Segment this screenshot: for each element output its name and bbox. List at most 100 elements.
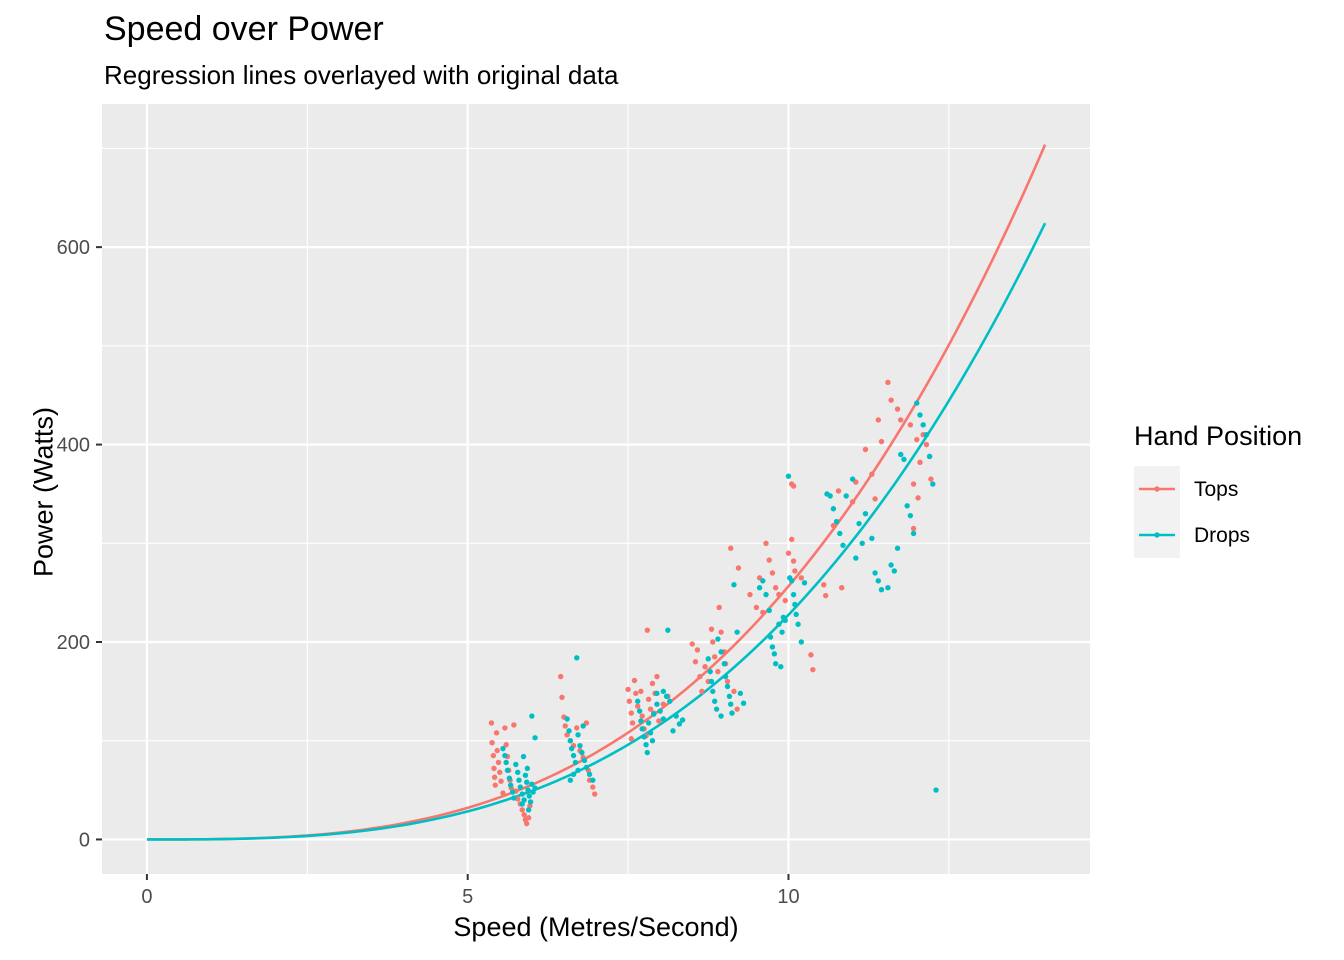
point-tops (763, 540, 769, 546)
point-drops (790, 591, 797, 598)
point-tops (491, 765, 497, 772)
point-drops (532, 735, 538, 741)
point-tops (728, 545, 734, 551)
point-drops (779, 629, 785, 635)
chart-subtitle: Regression lines overlayed with original… (104, 60, 619, 90)
point-tops (574, 725, 580, 731)
point-tops (915, 495, 921, 501)
point-drops (577, 742, 583, 749)
point-tops (497, 769, 503, 776)
point-drops (506, 775, 513, 781)
point-tops (734, 706, 740, 712)
point-drops (859, 540, 865, 546)
point-tops (498, 778, 504, 784)
point-drops (901, 456, 907, 463)
point-drops (657, 708, 663, 714)
point-drops (570, 752, 577, 759)
point-drops (878, 586, 885, 593)
point-drops (718, 649, 724, 655)
point-drops (676, 721, 683, 727)
point-drops (516, 777, 522, 783)
point-drops (792, 601, 798, 608)
point-drops (763, 591, 769, 598)
y-tick-label: 200 (57, 632, 90, 654)
point-drops (579, 749, 585, 756)
point-tops (830, 522, 837, 529)
point-tops (875, 417, 881, 423)
point-drops (665, 627, 671, 633)
point-tops (718, 629, 724, 635)
point-drops (522, 772, 529, 778)
point-drops (525, 787, 531, 793)
point-drops (568, 745, 575, 752)
y-tick-label: 600 (57, 237, 90, 259)
point-drops (711, 698, 718, 704)
point-drops (910, 530, 917, 537)
point-tops (562, 723, 568, 729)
point-tops (772, 585, 779, 591)
x-tick-label: 5 (462, 886, 473, 908)
point-tops (735, 565, 742, 571)
point-tops (724, 678, 731, 685)
point-tops (885, 379, 891, 386)
point-tops (711, 654, 718, 660)
legend-point-tops (1154, 486, 1160, 492)
point-drops (527, 799, 534, 805)
point-tops (710, 639, 716, 645)
point-drops (856, 520, 862, 527)
point-tops (647, 706, 654, 712)
point-tops (898, 417, 904, 423)
point-tops (782, 597, 788, 604)
point-tops (692, 659, 699, 665)
point-tops (631, 677, 638, 684)
y-tick-label: 0 (79, 829, 90, 851)
point-tops (910, 525, 917, 532)
point-tops (503, 741, 509, 748)
point-drops (651, 711, 657, 717)
point-tops (694, 647, 701, 653)
point-drops (933, 787, 939, 793)
point-drops (644, 749, 651, 756)
point-drops (575, 732, 581, 738)
point-drops (574, 655, 580, 661)
point-tops (790, 558, 797, 564)
point-drops (679, 717, 686, 723)
point-drops (760, 578, 766, 584)
point-tops (644, 627, 651, 633)
point-drops (914, 400, 920, 406)
point-tops (500, 790, 506, 796)
point-drops (572, 759, 579, 766)
point-tops (849, 499, 856, 505)
point-drops (513, 761, 519, 768)
point-drops (649, 738, 656, 744)
point-drops (715, 636, 721, 642)
point-drops (575, 767, 581, 774)
point-drops (767, 634, 774, 640)
point-drops (673, 713, 679, 719)
point-drops (898, 451, 904, 458)
point-drops (907, 512, 914, 519)
point-tops (689, 641, 695, 647)
point-tops (821, 582, 827, 588)
point-drops (519, 791, 525, 797)
point-drops (904, 503, 910, 509)
point-drops (586, 771, 593, 777)
point-tops (629, 720, 636, 726)
point-tops (626, 698, 633, 704)
point-tops (511, 722, 517, 728)
point-drops (734, 629, 740, 635)
major-gridlines (102, 104, 1090, 874)
point-drops (567, 738, 574, 744)
point-drops (660, 716, 667, 722)
legend-title: Hand Position (1134, 421, 1303, 451)
point-drops (566, 728, 572, 734)
point-tops (490, 752, 497, 759)
point-tops (521, 812, 527, 818)
point-drops (923, 432, 930, 438)
point-tops (928, 476, 934, 482)
point-drops (726, 693, 733, 700)
point-drops (570, 771, 577, 777)
point-drops (643, 741, 649, 748)
point-drops (639, 726, 645, 732)
point-tops (635, 703, 641, 709)
